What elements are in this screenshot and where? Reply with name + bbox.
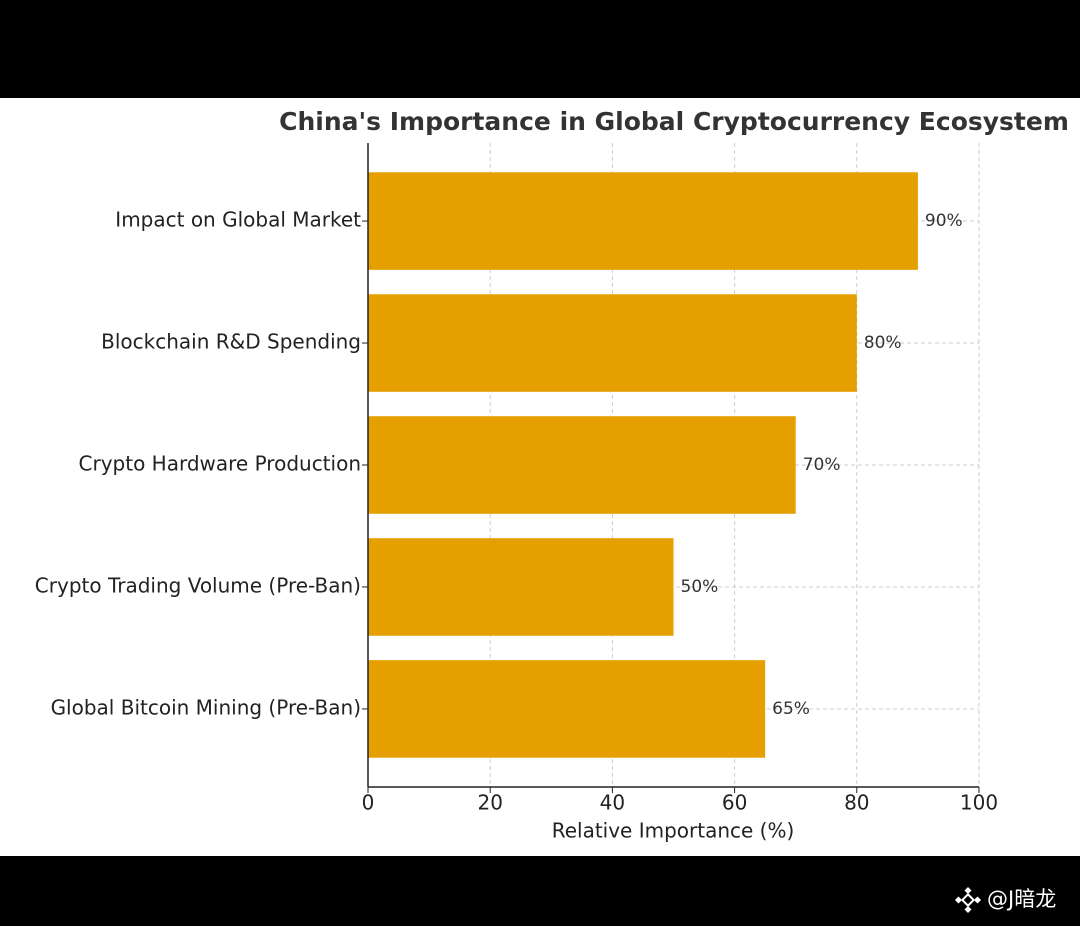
- bar: [368, 294, 857, 392]
- value-label: 70%: [803, 455, 841, 475]
- watermark: @J暗龙: [987, 887, 1056, 911]
- y-tick-label: Blockchain R&D Spending: [101, 330, 361, 354]
- bars: [368, 172, 918, 758]
- bar: [368, 660, 766, 758]
- y-tick-label: Impact on Global Market: [115, 208, 361, 232]
- bottom-band: [0, 856, 1080, 926]
- x-tick-label: 20: [477, 791, 502, 815]
- watermark-logo: [954, 886, 982, 914]
- value-label: 50%: [681, 577, 719, 597]
- x-tick-label: 100: [960, 791, 998, 815]
- value-label: 90%: [925, 211, 963, 231]
- x-axis-label: Relative Importance (%): [552, 819, 795, 843]
- x-tick-label: 40: [600, 791, 625, 815]
- chart-title: China's Importance in Global Cryptocurre…: [279, 107, 1069, 136]
- bar: [368, 416, 796, 514]
- bar: [368, 538, 674, 636]
- y-tick-label: Crypto Hardware Production: [79, 452, 361, 476]
- value-label: 80%: [864, 333, 902, 353]
- top-band: [0, 0, 1080, 98]
- y-tick-label: Crypto Trading Volume (Pre-Ban): [35, 573, 361, 597]
- x-tick-label: 0: [362, 791, 375, 815]
- bar: [368, 172, 918, 270]
- y-tick-label: Global Bitcoin Mining (Pre-Ban): [51, 695, 361, 719]
- value-label: 65%: [772, 699, 810, 719]
- x-tick-label: 80: [844, 791, 869, 815]
- x-tick-label: 60: [722, 791, 747, 815]
